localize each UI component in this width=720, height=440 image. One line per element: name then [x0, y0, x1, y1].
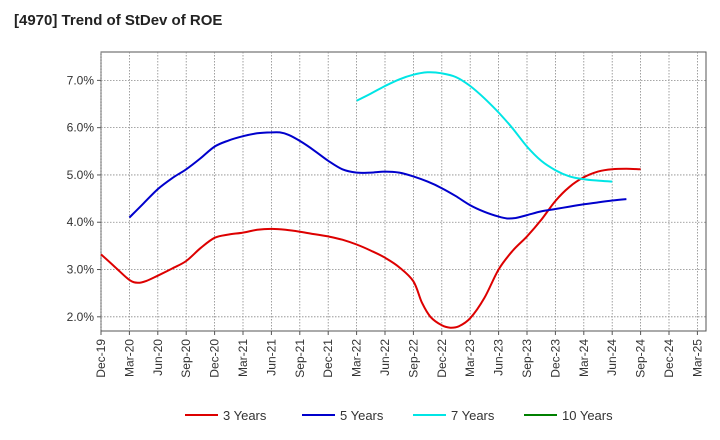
x-tick-label: Sep-22	[406, 339, 420, 378]
x-tick-label: Mar-20	[122, 339, 136, 377]
plot-area	[100, 51, 707, 332]
y-tick-label: 5.0%	[67, 168, 95, 182]
x-tick-label: Jun-22	[378, 339, 392, 376]
y-tick-label: 3.0%	[67, 263, 95, 277]
x-tick-label: Dec-23	[548, 339, 562, 378]
x-tick-label: Mar-21	[236, 339, 250, 377]
legend-item-7-years: 7 Years	[413, 408, 495, 423]
legend-label: 10 Years	[562, 408, 613, 423]
y-tick-label: 7.0%	[67, 73, 95, 87]
legend-item-3-years: 3 Years	[185, 408, 267, 423]
x-tick-label: Mar-22	[350, 339, 364, 377]
y-axis-ticks: 2.0% 3.0% 4.0% 5.0% 6.0% 7.0%	[67, 73, 101, 324]
series-line-5-years	[128, 131, 627, 220]
series-line-3-years	[100, 167, 641, 329]
y-tick-label: 2.0%	[67, 310, 95, 324]
grid-lines	[100, 52, 706, 331]
x-tick-label: Jun-23	[492, 339, 506, 376]
x-tick-label: Dec-24	[662, 339, 676, 378]
x-tick-label: Jun-24	[605, 339, 619, 376]
x-tick-label: Sep-21	[293, 339, 307, 378]
legend-label: 3 Years	[223, 408, 267, 423]
x-tick-label: Dec-19	[94, 339, 108, 378]
x-tick-label: Dec-20	[208, 339, 222, 378]
legend-label: 5 Years	[340, 408, 384, 423]
x-tick-label: Sep-24	[634, 339, 648, 378]
x-axis-ticks: Dec-19 Mar-20 Jun-20 Sep-20 Dec-20 Mar-21 Jun-…	[94, 331, 704, 378]
x-tick-label: Mar-23	[463, 339, 477, 377]
x-tick-label: Sep-20	[179, 339, 193, 378]
series-line-7-years	[356, 71, 613, 183]
x-tick-label: Jun-20	[151, 339, 165, 376]
x-tick-label: Dec-22	[435, 339, 449, 378]
y-tick-label: 6.0%	[67, 121, 95, 135]
x-tick-label: Mar-24	[577, 339, 591, 377]
series-lines	[100, 71, 641, 329]
legend: 3 Years 5 Years 7 Years 10 Years	[185, 408, 613, 423]
y-tick-label: 4.0%	[67, 215, 95, 229]
x-tick-label: Jun-21	[264, 339, 278, 376]
legend-item-10-years: 10 Years	[524, 408, 613, 423]
legend-label: 7 Years	[451, 408, 495, 423]
chart-title: [4970] Trend of StDev of ROE	[14, 12, 223, 29]
x-tick-label: Mar-25	[690, 339, 704, 377]
legend-item-5-years: 5 Years	[302, 408, 384, 423]
x-tick-label: Sep-23	[520, 339, 534, 378]
x-tick-label: Dec-21	[321, 339, 335, 378]
